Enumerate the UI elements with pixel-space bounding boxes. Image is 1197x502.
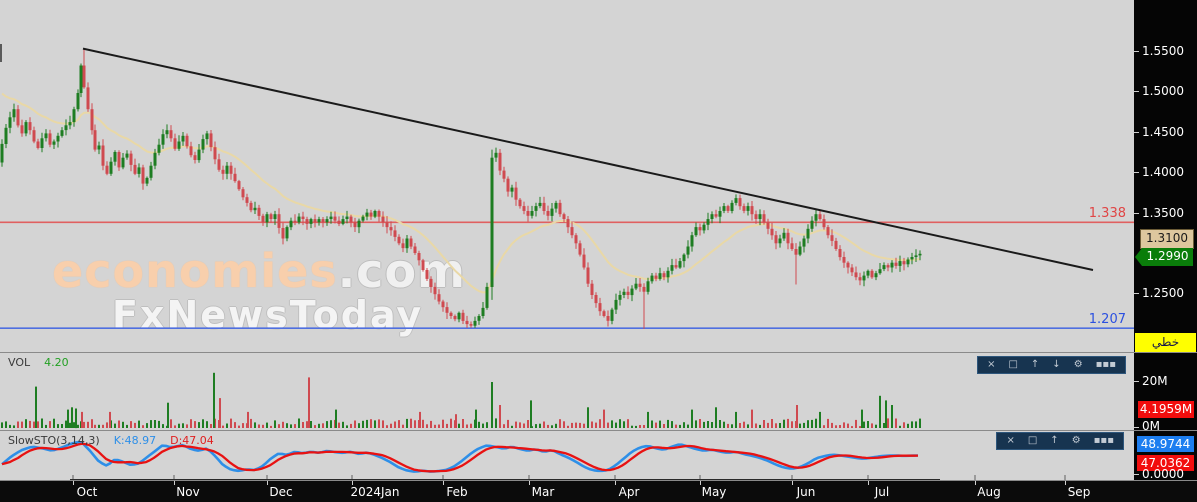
- month-tick: [615, 481, 616, 485]
- move-up-icon[interactable]: ↑: [1050, 435, 1059, 446]
- more-icon[interactable]: ▪▪▪: [1093, 435, 1114, 446]
- move-down-icon[interactable]: ↓: [1052, 359, 1061, 370]
- month-tick: [352, 481, 353, 485]
- scale-mode-badge[interactable]: خطي: [1135, 333, 1196, 352]
- price-axis-tick: [1134, 51, 1139, 52]
- stochastic-d-badge: 47.0362: [1137, 455, 1194, 471]
- month-label: Aug: [977, 485, 1001, 499]
- volume-value: 4.20: [44, 356, 69, 369]
- month-label: Oct: [76, 485, 98, 499]
- maximize-icon[interactable]: □: [1008, 359, 1018, 370]
- month-label: Dec: [269, 485, 293, 499]
- more-icon[interactable]: ▪▪▪: [1095, 359, 1116, 370]
- maximize-icon[interactable]: □: [1027, 435, 1038, 446]
- month-label: Nov: [176, 485, 200, 499]
- volume-axis-tick: [1134, 427, 1139, 428]
- watermark-brand-line: economies.com: [52, 248, 466, 294]
- price-axis-tick: [1134, 213, 1139, 214]
- month-tick: [443, 481, 444, 485]
- support-price-label: 1.207: [1088, 312, 1126, 327]
- clipped-candle: [0, 44, 2, 62]
- close-icon[interactable]: ×: [1006, 435, 1015, 446]
- move-up-icon[interactable]: ↑: [1030, 359, 1040, 370]
- volume-axis-tick: [1134, 381, 1139, 382]
- price-axis-label: 1.2500: [1142, 286, 1184, 300]
- stochastic-k-value: K:48.97: [113, 434, 157, 447]
- month-tick: [174, 481, 175, 485]
- price-axis[interactable]: 1.5500 1.5000 1.4500 1.4000 1.3500 1.2500 1.3…: [1134, 0, 1197, 502]
- price-axis-tick: [1134, 132, 1139, 133]
- stochastic-chart-canvas[interactable]: [0, 431, 1134, 480]
- volume-chart-canvas[interactable]: [0, 353, 1134, 430]
- stochastic-k-badge: 48.9744: [1137, 436, 1194, 452]
- price-axis-tick: [1134, 172, 1139, 173]
- month-tick: [267, 481, 268, 485]
- month-label: Sep: [1067, 485, 1091, 499]
- month-tick: [700, 481, 701, 485]
- volume-pane-toolbar: × □ ↑ ↓ ⚙ ▪▪▪: [977, 356, 1126, 374]
- price-axis-label: 1.3500: [1142, 206, 1184, 220]
- resistance-price-label: 1.338: [1088, 206, 1126, 221]
- price-axis-label: 1.5000: [1142, 84, 1184, 98]
- month-tick: [73, 481, 74, 485]
- month-label: Jul: [874, 485, 890, 499]
- time-axis[interactable]: Oct Nov Dec 2024Jan Feb Mar Apr May Jun Jul Aug Sep: [0, 481, 1197, 502]
- volume-header: VOL 4.20: [8, 356, 69, 369]
- month-label: Apr: [618, 485, 640, 499]
- month-tick: [975, 481, 976, 485]
- pane-separator[interactable]: [0, 430, 1197, 431]
- month-label: May: [701, 485, 727, 499]
- stochastic-pane[interactable]: SlowSTO(3,14,3) K:48.97 D:47.04 × □ ↑ ⚙ ▪▪▪: [0, 431, 1134, 480]
- close-icon[interactable]: ×: [987, 359, 996, 370]
- volume-indicator-label: VOL: [8, 356, 31, 369]
- price-axis-tick: [1134, 293, 1139, 294]
- pane-separator: [0, 480, 1197, 481]
- stochastic-axis-tick: [1134, 474, 1139, 475]
- last-price-badge: 1.2990: [1135, 248, 1193, 266]
- stochastic-indicator-label: SlowSTO(3,14,3): [8, 434, 100, 447]
- price-axis-label: 1.4000: [1142, 165, 1184, 179]
- trendline: [82, 47, 1094, 271]
- month-label: Jun: [796, 485, 816, 499]
- price-axis-tick: [1134, 91, 1139, 92]
- volume-last-badge: 4.1959M: [1138, 401, 1194, 418]
- month-tick: [529, 481, 530, 485]
- month-tick: [792, 481, 793, 485]
- volume-pane[interactable]: VOL 4.20 × □ ↑ ↓ ⚙ ▪▪▪: [0, 353, 1134, 430]
- price-pane[interactable]: economies.com FxNewsToday 1.338 1.207: [0, 0, 1134, 352]
- volume-axis-label-top: 20M: [1142, 374, 1168, 388]
- stochastic-axis-zero-label: 0.0000: [1142, 467, 1184, 481]
- stochastic-header: SlowSTO(3,14,3) K:48.97 D:47.04: [8, 434, 214, 447]
- settings-icon[interactable]: ⚙: [1073, 359, 1083, 370]
- month-label: 2024Jan: [350, 485, 400, 499]
- stochastic-d-value: D:47.04: [170, 434, 214, 447]
- stochastic-pane-toolbar: × □ ↑ ⚙ ▪▪▪: [996, 432, 1124, 450]
- month-tick: [1065, 481, 1066, 485]
- watermark-brand-suffix: .com: [337, 244, 466, 298]
- price-axis-label: 1.5500: [1142, 44, 1184, 58]
- moving-average-line: [1, 92, 921, 294]
- stochastic-k-line: [1, 440, 919, 473]
- watermark-brand: economies: [52, 244, 338, 298]
- settings-icon[interactable]: ⚙: [1071, 435, 1081, 446]
- month-label: Feb: [446, 485, 468, 499]
- volume-axis-label-zero: 0M: [1142, 419, 1160, 433]
- month-label: Mar: [531, 485, 555, 499]
- price-axis-label: 1.4500: [1142, 125, 1184, 139]
- month-tick: [868, 481, 869, 485]
- stochastic-d-line: [1, 442, 919, 473]
- price-chart-canvas[interactable]: [0, 0, 1134, 352]
- order-level-badge: 1.3100: [1140, 229, 1194, 249]
- pane-separator[interactable]: [0, 352, 1197, 353]
